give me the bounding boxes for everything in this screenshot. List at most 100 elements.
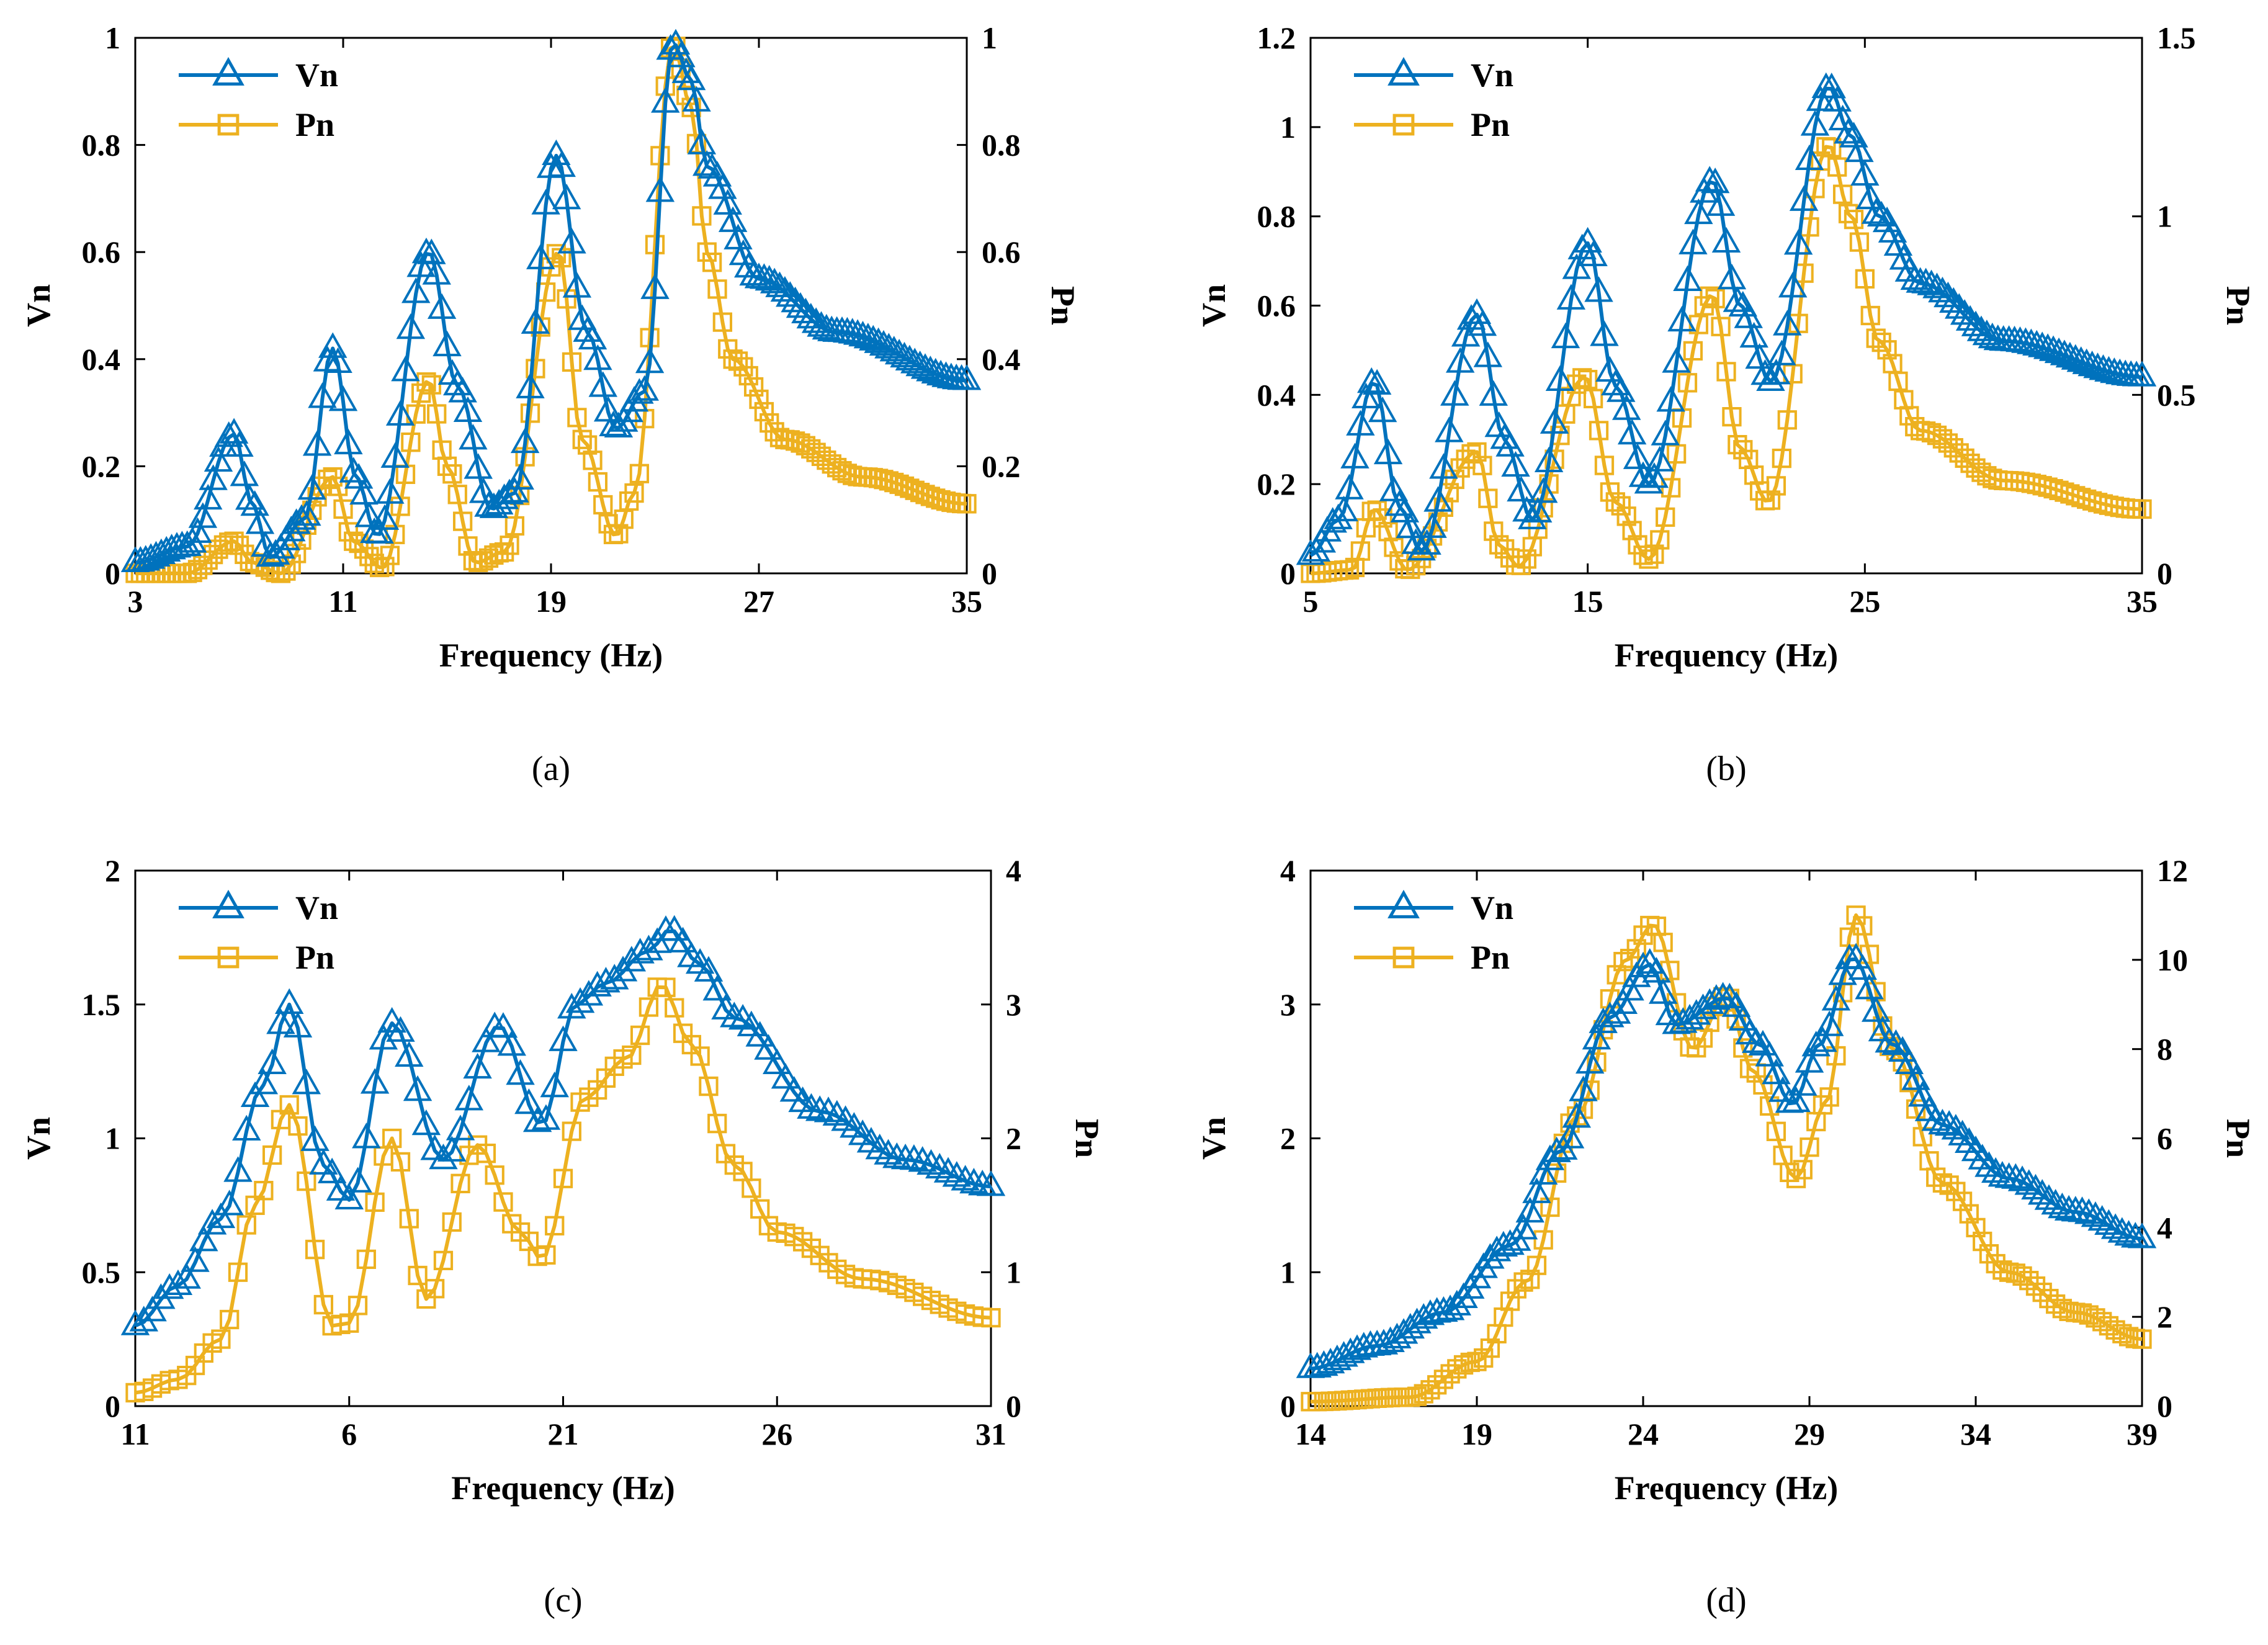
marker-vn	[1608, 988, 1638, 1014]
marker-pn	[2132, 499, 2152, 519]
marker-vn	[506, 1059, 535, 1085]
marker-vn	[1839, 122, 1868, 148]
marker-vn	[197, 1209, 227, 1235]
marker-vn	[1340, 442, 1369, 468]
marker-vn	[1867, 200, 1896, 227]
marker-vn	[1795, 144, 1824, 170]
marker-pn	[142, 1378, 163, 1398]
marker-vn	[1507, 475, 1536, 502]
marker-pn	[382, 1128, 402, 1149]
marker-vn	[1508, 1214, 1538, 1240]
marker-vn	[275, 988, 304, 1014]
marker-vn	[427, 293, 457, 319]
marker-pn	[884, 472, 904, 493]
marker-vn	[1545, 365, 1575, 391]
marker-pn	[134, 1381, 154, 1401]
legend-label: Vn	[295, 889, 338, 926]
x-tick-label: 35	[951, 584, 982, 619]
y-left-tick-label: 1.5	[82, 987, 121, 1022]
marker-vn	[1861, 996, 1891, 1022]
marker-vn	[814, 1096, 843, 1123]
x-tick-label: 27	[743, 584, 774, 619]
marker-pn	[1786, 1168, 1806, 1188]
marker-vn	[1669, 1007, 1698, 1033]
legend-marker	[212, 889, 244, 918]
marker-vn	[1351, 382, 1381, 408]
legend-entry-pn: Pn	[179, 106, 334, 143]
marker-pn	[622, 1045, 642, 1065]
marker-pn	[1753, 1075, 1773, 1095]
marker-pn	[1839, 927, 1859, 947]
marker-pn	[598, 514, 618, 534]
marker-pn	[344, 531, 364, 551]
marker-vn	[1742, 1027, 1771, 1053]
marker-vn	[1579, 240, 1608, 266]
legend-label: Vn	[1471, 56, 1513, 94]
marker-vn	[1968, 1144, 1997, 1170]
marker-pn	[288, 1116, 308, 1136]
marker-pn	[281, 554, 301, 574]
marker-pn	[305, 1239, 325, 1260]
marker-pn	[743, 377, 764, 397]
y-right-axis-label: Pn	[1069, 1119, 1106, 1158]
y-right-tick-label: 2	[2157, 1299, 2172, 1334]
marker-vn	[676, 64, 706, 91]
marker-pn	[817, 450, 836, 470]
marker-pn	[447, 485, 467, 504]
marker-vn	[770, 276, 800, 302]
marker-pn	[604, 1056, 624, 1077]
marker-vn	[917, 1149, 946, 1175]
marker-pn	[527, 1246, 547, 1266]
marker-vn	[183, 517, 212, 543]
marker-pn	[1511, 555, 1531, 575]
marker-pn	[240, 552, 259, 571]
marker-vn	[2114, 1220, 2143, 1246]
marker-vn	[531, 1104, 561, 1130]
marker-pn	[879, 471, 899, 491]
marker-pn	[1871, 332, 1891, 352]
marker-pn	[624, 483, 644, 503]
marker-vn	[1396, 513, 1425, 539]
marker-vn	[1562, 253, 1592, 279]
marker-vn	[694, 956, 724, 982]
marker-pn	[416, 1289, 436, 1309]
marker-pn	[1561, 387, 1581, 406]
marker-pn	[168, 1369, 188, 1389]
marker-pn	[562, 352, 582, 372]
marker-vn	[1429, 1296, 1458, 1322]
marker-vn	[1645, 446, 1675, 472]
legend-marker	[217, 946, 240, 969]
marker-vn	[755, 265, 784, 291]
marker-pn	[2012, 1266, 2032, 1286]
marker-vn	[365, 518, 394, 544]
marker-pn	[2132, 1329, 2152, 1349]
y-left-tick-label: 1	[105, 1121, 120, 1156]
marker-vn	[1617, 418, 1647, 445]
marker-vn	[2087, 1204, 2117, 1231]
marker-pn	[1633, 925, 1653, 945]
marker-vn	[640, 273, 670, 299]
marker-pn	[1517, 549, 1537, 569]
marker-vn	[908, 1146, 937, 1172]
marker-vn	[588, 371, 617, 397]
marker-pn	[1819, 1087, 1839, 1107]
series-vn	[120, 29, 982, 572]
marker-pn	[1540, 1197, 1560, 1217]
marker-vn	[1755, 1041, 1784, 1067]
marker-vn	[2027, 1179, 2057, 1205]
marker-vn	[1601, 369, 1630, 396]
marker-vn	[1667, 305, 1697, 332]
marker-vn	[1717, 263, 1747, 290]
marker-pn	[702, 253, 722, 272]
marker-vn	[459, 424, 488, 450]
marker-vn	[1409, 1303, 1438, 1329]
marker-vn	[1917, 269, 1946, 295]
marker-vn	[235, 484, 264, 510]
marker-pn	[889, 474, 909, 495]
x-tick-label: 31	[975, 1417, 1006, 1451]
marker-pn	[399, 1209, 419, 1229]
marker-pn	[510, 1222, 531, 1242]
marker-vn	[1376, 1326, 1405, 1352]
marker-vn	[380, 442, 410, 468]
marker-pn	[697, 242, 717, 262]
